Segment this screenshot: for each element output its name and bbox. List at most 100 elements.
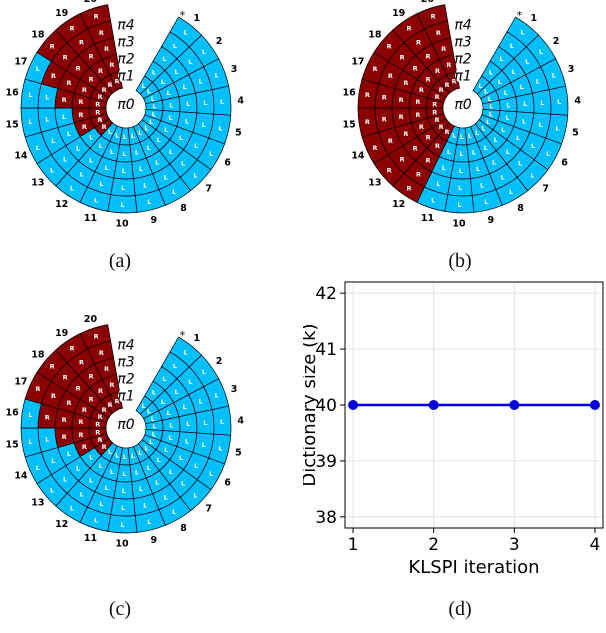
- action-label: L: [472, 149, 476, 157]
- action-label: L: [540, 99, 544, 107]
- action-label: L: [431, 196, 435, 204]
- data-point: [509, 400, 520, 410]
- state-label-1: 1: [530, 13, 537, 24]
- action-label: R: [35, 385, 40, 393]
- action-label: L: [45, 116, 49, 124]
- action-label: L: [94, 196, 98, 204]
- caption-b: (b): [448, 250, 472, 272]
- action-label: L: [157, 456, 161, 464]
- pi-label-0: π0: [117, 97, 134, 113]
- goal-marker: *: [180, 9, 186, 22]
- pi-label-bg-3: [118, 353, 134, 370]
- action-label: L: [459, 150, 463, 158]
- action-label: R: [89, 395, 94, 403]
- state-label-13: 13: [31, 177, 44, 188]
- action-label: L: [203, 419, 207, 427]
- pi-label-bg-4: [118, 336, 134, 353]
- x-tick-label: 4: [590, 535, 601, 555]
- y-tick-label: 42: [315, 284, 337, 304]
- action-label: L: [172, 508, 176, 516]
- state-label-4: 4: [574, 95, 581, 106]
- action-label: L: [162, 55, 166, 63]
- action-label: L: [152, 423, 156, 431]
- action-label: L: [173, 362, 177, 370]
- action-label: L: [76, 145, 80, 153]
- state-label-12: 12: [55, 199, 68, 210]
- action-label: L: [67, 450, 71, 458]
- action-label: L: [484, 88, 488, 96]
- action-label: L: [164, 173, 168, 181]
- state-label-10: 10: [115, 538, 129, 549]
- action-label: L: [168, 434, 172, 442]
- action-label: L: [152, 103, 156, 111]
- action-label: L: [536, 77, 540, 85]
- action-label: L: [108, 128, 112, 136]
- chart-panel-d: 1 2 3 4 38 39 40 41 42 KLSPI iteration Dictionary …: [299, 270, 606, 590]
- action-label: L: [167, 409, 171, 417]
- action-label: R: [388, 137, 393, 145]
- action-label: L: [179, 454, 183, 462]
- action-label: R: [79, 359, 84, 367]
- action-label: R: [416, 170, 421, 178]
- dictionary-size-chart: 1 2 3 4 38 39 40 41 42 KLSPI iteration Dictionary …: [299, 281, 604, 578]
- action-label: R: [372, 144, 377, 152]
- action-label: L: [202, 441, 206, 449]
- state-label-18: 18: [31, 30, 45, 41]
- action-label: L: [121, 521, 125, 529]
- action-label: L: [121, 504, 125, 512]
- action-label: L: [220, 418, 224, 426]
- action-label: L: [62, 113, 66, 121]
- action-label: L: [151, 415, 155, 423]
- action-label: R: [82, 86, 87, 94]
- action-label: L: [552, 71, 556, 79]
- action-label: R: [50, 362, 55, 370]
- action-label: R: [95, 421, 100, 429]
- action-label: L: [499, 55, 503, 63]
- state-label-6: 6: [224, 157, 231, 168]
- action-label: L: [458, 201, 462, 209]
- state-label-17: 17: [14, 377, 27, 388]
- action-label: L: [51, 137, 55, 145]
- action-label: L: [193, 492, 197, 500]
- action-label: L: [209, 150, 213, 158]
- action-label: R: [413, 64, 418, 72]
- action-label: L: [506, 148, 510, 156]
- pi-label-1: π1: [117, 69, 134, 85]
- action-label: R: [441, 45, 446, 53]
- action-label: L: [161, 398, 165, 406]
- action-label: L: [67, 130, 71, 138]
- action-label: R: [435, 142, 440, 150]
- action-label: L: [152, 430, 156, 438]
- action-label: R: [89, 75, 94, 83]
- state-label-5: 5: [235, 447, 242, 458]
- action-label: L: [131, 132, 135, 140]
- action-label: L: [174, 388, 178, 396]
- cell-ring4-state20: [416, 4, 449, 30]
- action-label: L: [478, 82, 482, 90]
- action-label: L: [164, 126, 168, 134]
- action-label: L: [186, 100, 190, 108]
- action-label: L: [147, 144, 151, 152]
- caption-c: (c): [108, 598, 132, 620]
- state-label-1: 1: [193, 13, 200, 24]
- action-label: L: [169, 148, 173, 156]
- action-label: R: [400, 156, 405, 164]
- action-label: L: [173, 42, 177, 50]
- action-label: R: [62, 433, 67, 441]
- action-label: L: [484, 198, 488, 206]
- action-label: R: [99, 349, 104, 357]
- state-label-2: 2: [216, 356, 223, 367]
- action-label: L: [468, 132, 472, 140]
- action-label: L: [202, 368, 206, 376]
- action-label: L: [522, 117, 526, 125]
- action-label: L: [501, 173, 505, 181]
- pi-label-bg-2: [118, 370, 134, 387]
- action-label: R: [95, 101, 100, 109]
- data-point: [348, 400, 359, 410]
- pi-label-bg-2: [455, 50, 471, 67]
- action-label: L: [498, 78, 502, 86]
- action-label: L: [79, 170, 83, 178]
- action-label: L: [123, 453, 127, 461]
- action-label: L: [509, 188, 513, 196]
